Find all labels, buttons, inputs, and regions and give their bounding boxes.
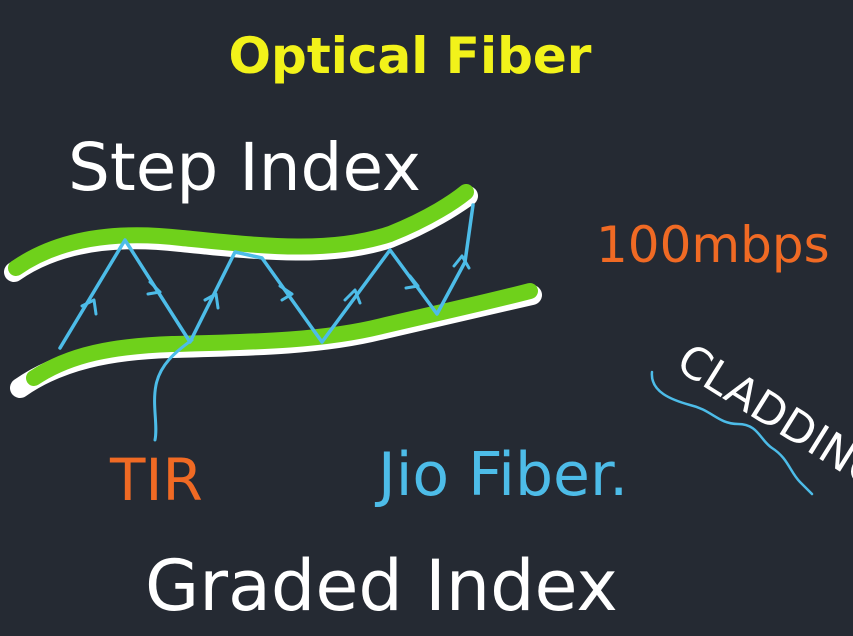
speed-label: 100mbps <box>596 216 830 274</box>
cladding-wavy-underline <box>650 370 814 496</box>
tir-pointer-line <box>153 338 194 442</box>
ray-arrow-heads <box>80 254 471 316</box>
lower-cladding-band <box>26 283 538 386</box>
jio-fiber-label: Jio Fiber. <box>374 440 628 510</box>
cladding-label: CLADDING <box>668 334 853 501</box>
step-index-label: Step Index <box>68 129 421 206</box>
upper-cladding-band <box>8 184 474 276</box>
tir-label: TIR <box>109 446 203 514</box>
board-title: Optical Fiber <box>229 27 592 85</box>
graded-index-label: Graded Index <box>145 545 618 627</box>
optical-fiber-sketch-icon <box>4 184 542 442</box>
